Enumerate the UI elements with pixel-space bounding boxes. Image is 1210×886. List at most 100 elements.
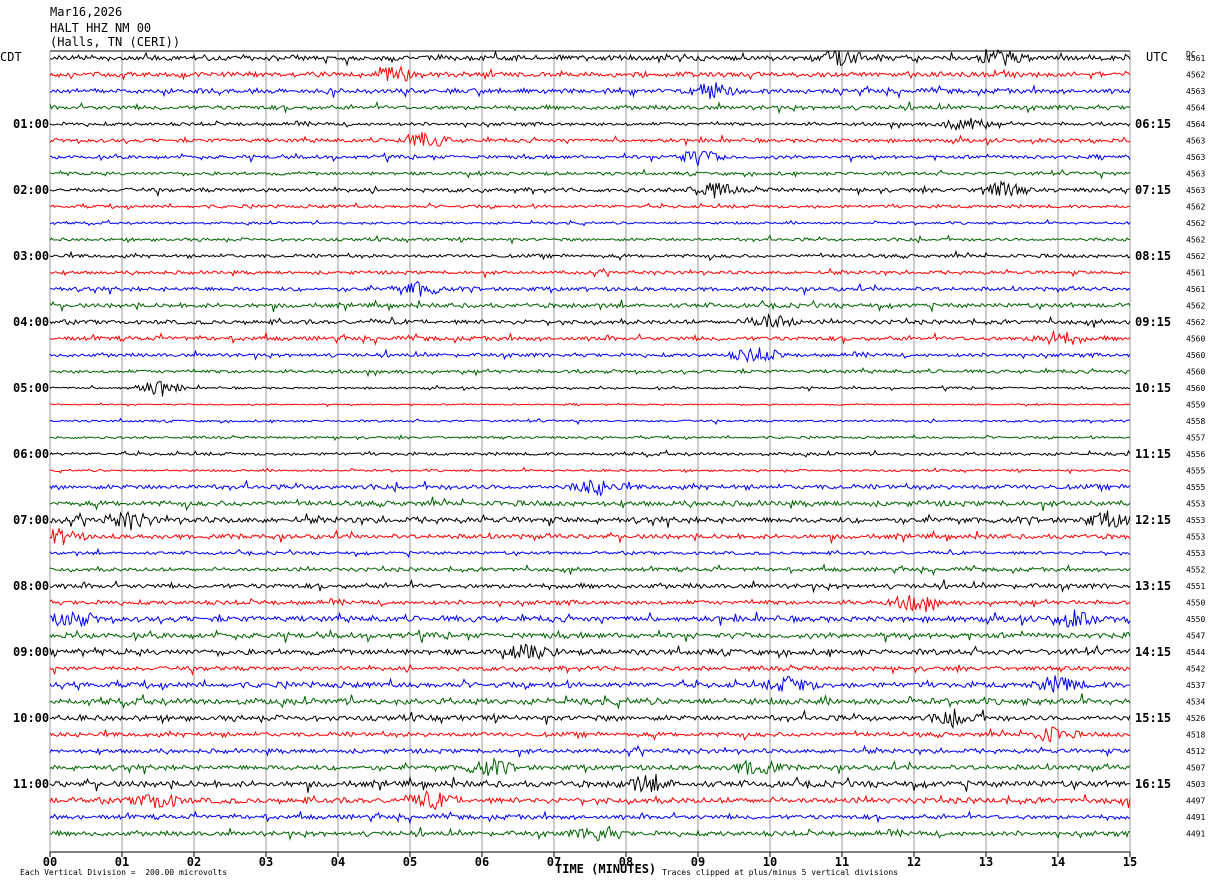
trace-row-44 [49, 773, 1131, 793]
trace-row-13 [49, 267, 1131, 279]
right-time-label-1215: 12:15 [1135, 513, 1171, 527]
station-id: HALT HHZ NM 00 [50, 21, 152, 35]
right-time-label-1515: 15:15 [1135, 711, 1171, 725]
left-time-label-0200: 02:00 [13, 183, 49, 197]
trace-row-9 [49, 201, 1131, 211]
trace-row-35 [49, 628, 1131, 644]
dc-offset-21: 4559 [1186, 401, 1205, 410]
dc-offset-26: 4555 [1186, 483, 1205, 492]
left-time-label-0300: 03:00 [13, 249, 49, 263]
dc-offset-6: 4563 [1186, 153, 1205, 162]
trace-row-2 [50, 82, 1131, 100]
seismic-traces [49, 48, 1131, 842]
dc-offset-11: 4562 [1186, 236, 1205, 245]
dc-offset-46: 4491 [1186, 813, 1205, 822]
x-tick-label-10: 10 [763, 855, 777, 869]
x-tick-label-06: 06 [475, 855, 489, 869]
right-time-label-0715: 07:15 [1135, 183, 1171, 197]
right-time-label-1015: 10:15 [1135, 381, 1171, 395]
dc-offset-25: 4555 [1186, 467, 1205, 476]
x-tick-label-05: 05 [403, 855, 417, 869]
x-tick-label-02: 02 [187, 855, 201, 869]
dc-offset-0: 4561 [1186, 54, 1205, 63]
clip-note: Traces clipped at plus/minus 5 vertical … [662, 868, 899, 877]
dc-offset-9: 4562 [1186, 203, 1205, 212]
minute-gridlines [49, 50, 1131, 857]
dc-offset-27: 4553 [1186, 500, 1205, 509]
trace-row-34 [49, 609, 1131, 628]
trace-row-25 [49, 466, 1131, 475]
trace-row-5 [49, 131, 1131, 147]
right-time-label-1315: 13:15 [1135, 579, 1171, 593]
trace-row-30 [49, 547, 1131, 559]
trace-row-47 [49, 825, 1131, 842]
dc-offset-14: 4561 [1186, 285, 1205, 294]
dc-offset-13: 4561 [1186, 269, 1205, 278]
x-tick-label-07: 07 [547, 855, 561, 869]
trace-row-46 [49, 810, 1131, 825]
scale-note: Each Vertical Division = 200.00 microvol… [20, 868, 228, 877]
trace-row-8 [49, 180, 1131, 199]
dc-offset-32: 4551 [1186, 582, 1205, 591]
trace-row-37 [49, 663, 1131, 677]
left-time-label-0600: 06:00 [13, 447, 49, 461]
right-time-label-1415: 14:15 [1135, 645, 1171, 659]
left-time-label-1000: 10:00 [13, 711, 49, 725]
right-time-label-0915: 09:15 [1135, 315, 1171, 329]
dc-offset-18: 4560 [1186, 351, 1205, 360]
trace-row-43 [49, 757, 1131, 776]
dc-offset-2: 4563 [1186, 87, 1205, 96]
trace-row-32 [49, 578, 1131, 594]
x-tick-label-15: 15 [1123, 855, 1137, 869]
trace-row-38 [49, 675, 1131, 693]
dc-offset-5: 4563 [1186, 137, 1205, 146]
dc-offset-45: 4497 [1186, 797, 1205, 806]
trace-row-24 [49, 449, 1131, 458]
trace-row-6 [49, 150, 1131, 166]
dc-offset-47: 4491 [1186, 830, 1205, 839]
left-time-label-1100: 11:00 [13, 777, 49, 791]
dc-offset-4: 4564 [1186, 120, 1205, 129]
right-time-label-0815: 08:15 [1135, 249, 1171, 263]
trace-row-19 [49, 367, 1130, 378]
trace-row-31 [49, 563, 1131, 577]
dc-offset-33: 4550 [1186, 599, 1205, 608]
dc-offset-1: 4562 [1186, 71, 1205, 80]
trace-row-26 [49, 479, 1131, 497]
x-axis-title: TIME (MINUTES) [555, 862, 657, 876]
trace-row-7 [49, 168, 1131, 180]
trace-row-10 [49, 218, 1131, 227]
trace-row-42 [49, 744, 1131, 758]
dc-offset-38: 4537 [1186, 681, 1205, 690]
trace-row-33 [49, 594, 1131, 613]
dc-offset-10: 4562 [1186, 219, 1205, 228]
dc-offset-29: 4553 [1186, 533, 1205, 542]
dc-offset-3: 4564 [1186, 104, 1205, 113]
dc-offset-22: 4558 [1186, 417, 1205, 426]
x-tick-label-01: 01 [115, 855, 129, 869]
dc-offset-35: 4547 [1186, 632, 1205, 641]
x-tick-label-11: 11 [835, 855, 849, 869]
x-tick-label-14: 14 [1051, 855, 1065, 869]
trace-row-14 [49, 280, 1131, 297]
dc-offset-header: DC [1186, 50, 1196, 59]
dc-offset-43: 4507 [1186, 764, 1205, 773]
right-time-label-1115: 11:15 [1135, 447, 1171, 461]
dc-offset-36: 4544 [1186, 648, 1205, 657]
trace-row-0 [49, 48, 1131, 67]
left-time-label-0900: 09:00 [13, 645, 49, 659]
left-time-label-0800: 08:00 [13, 579, 49, 593]
dc-offset-30: 4553 [1186, 549, 1205, 558]
trace-row-11 [49, 234, 1131, 245]
dc-offset-44: 4503 [1186, 780, 1205, 789]
dc-offset-37: 4542 [1186, 665, 1205, 674]
trace-row-21 [49, 402, 1131, 408]
dc-offset-39: 4534 [1186, 698, 1205, 707]
trace-row-12 [49, 249, 1131, 262]
dc-offset-8: 4563 [1186, 186, 1205, 195]
dc-offset-20: 4560 [1186, 384, 1205, 393]
trace-row-1 [49, 65, 1131, 82]
dc-offset-23: 4557 [1186, 434, 1205, 443]
trace-row-3 [49, 100, 1131, 115]
